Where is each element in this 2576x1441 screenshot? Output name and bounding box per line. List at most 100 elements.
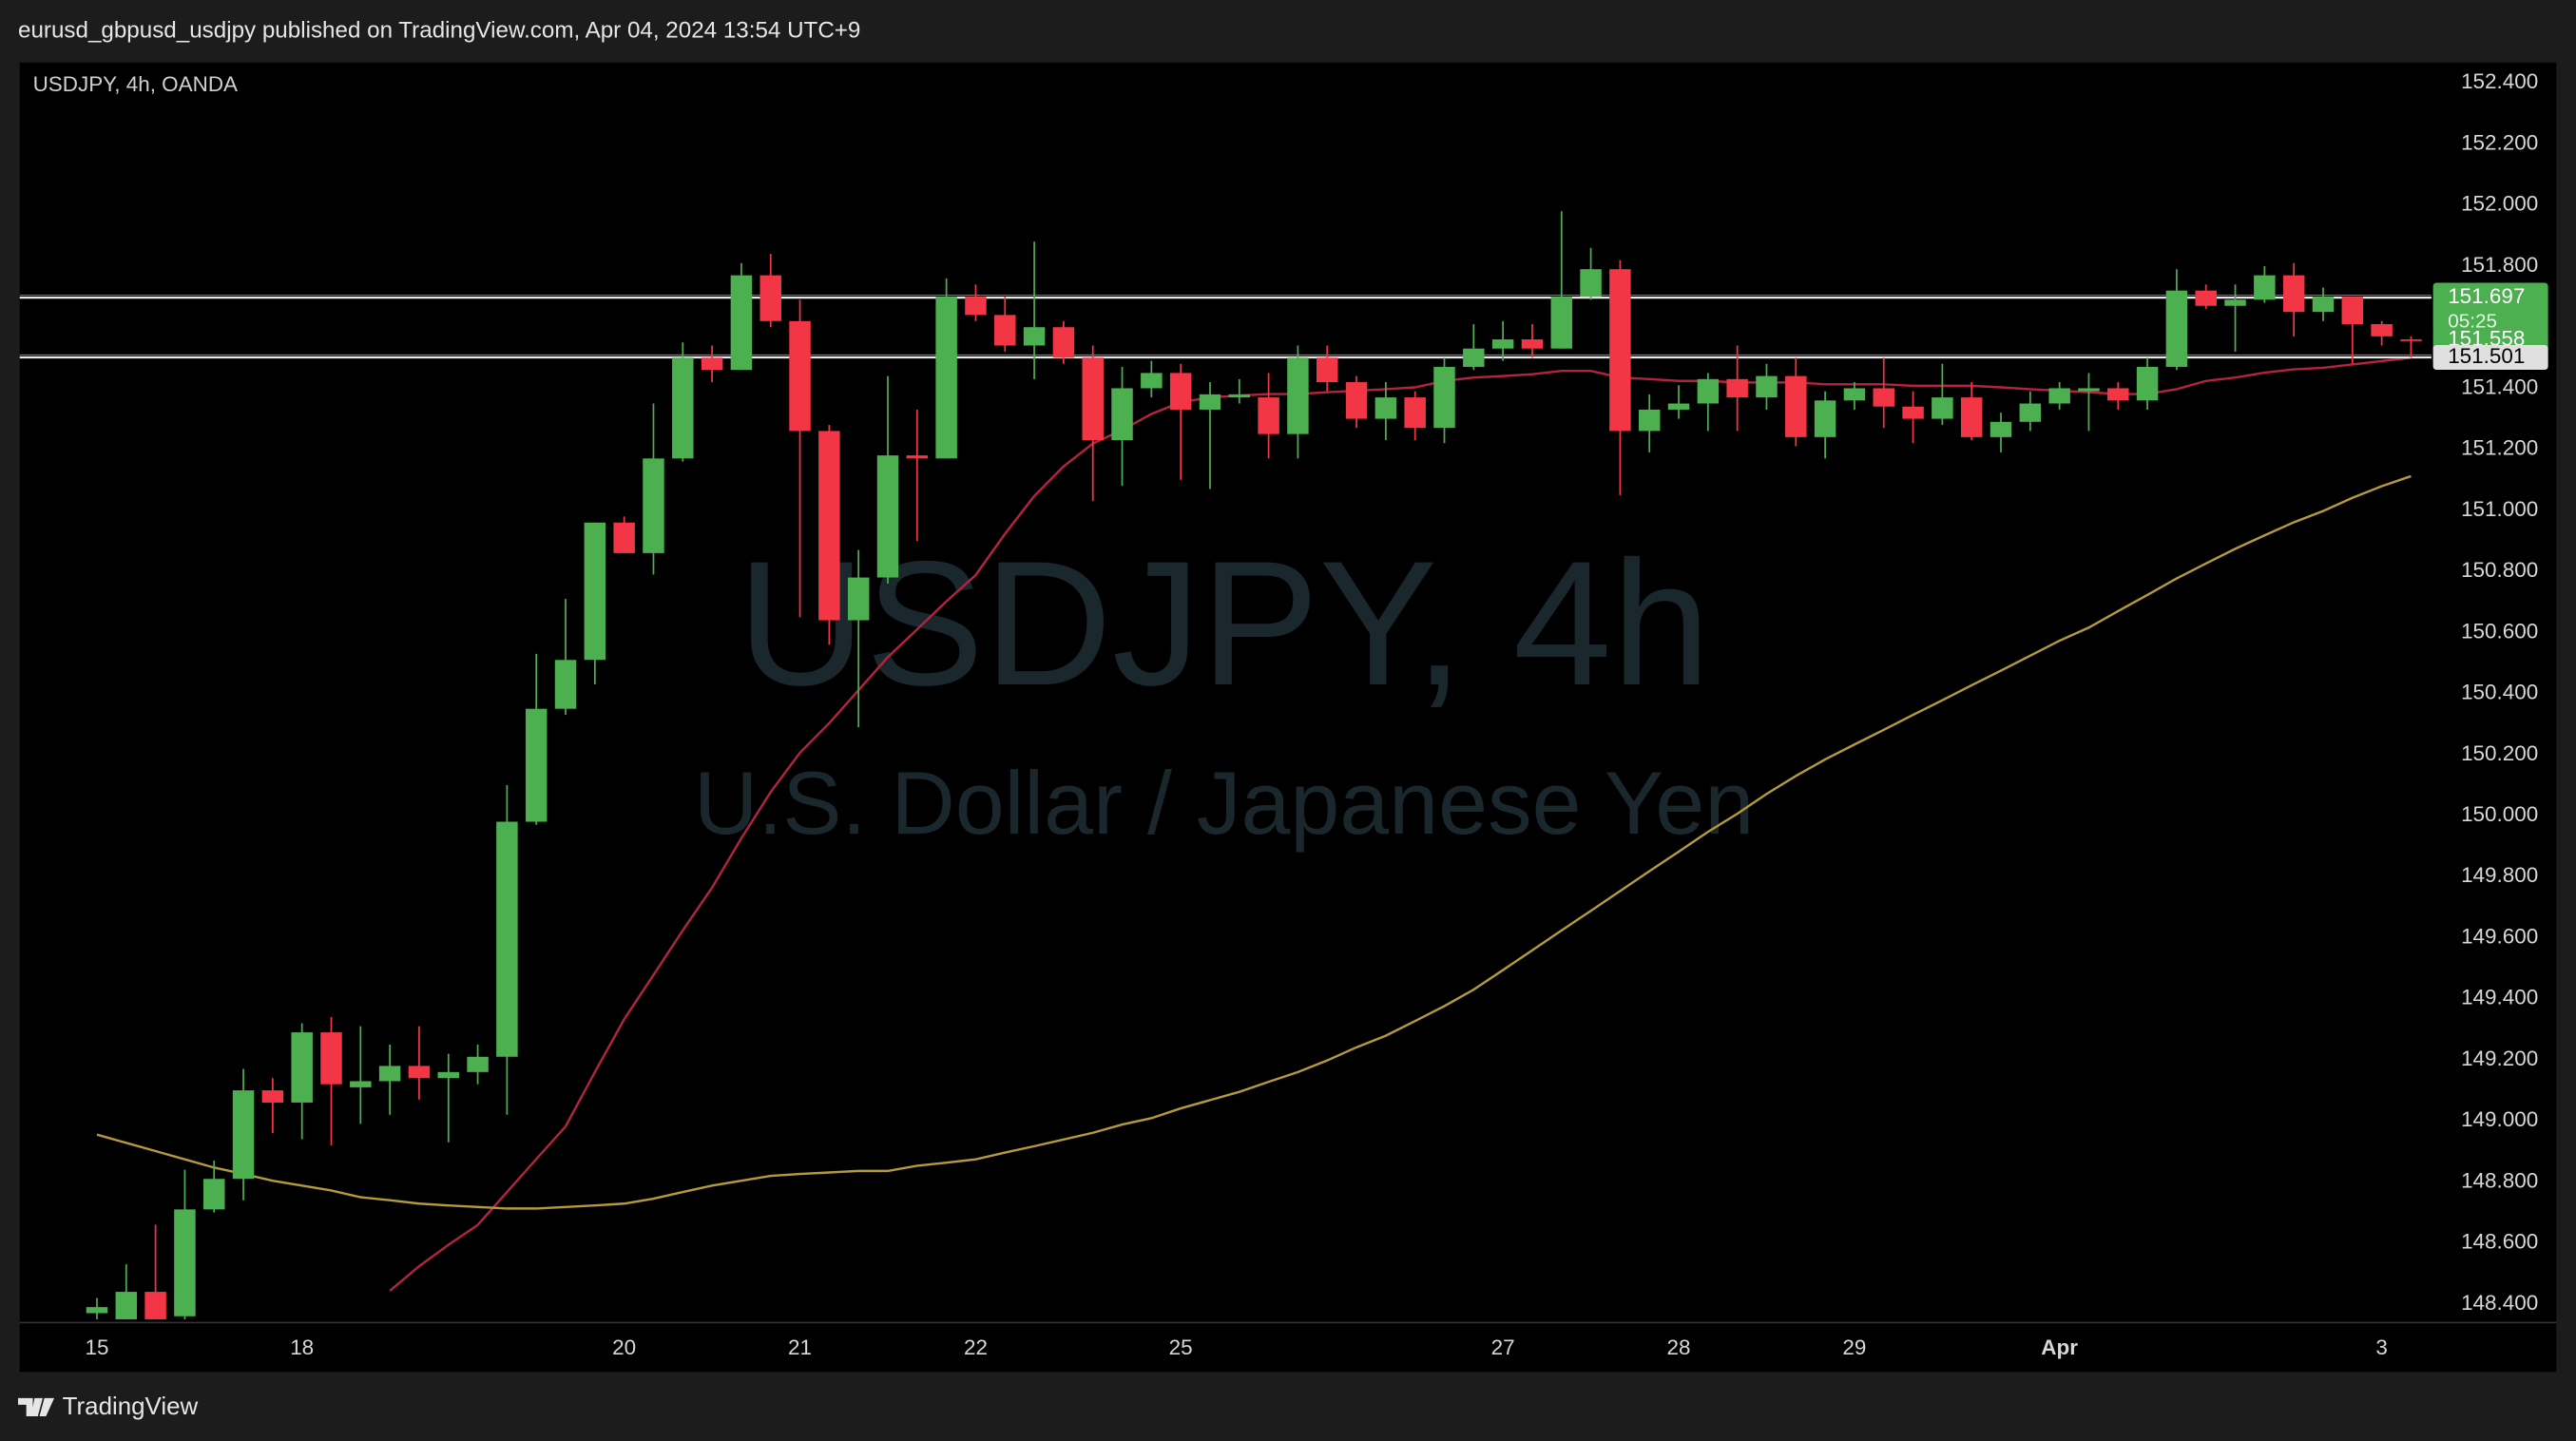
candle-body [1491, 339, 1514, 349]
candle-body [1228, 394, 1251, 398]
candle-body [2107, 388, 2129, 401]
candle-body [437, 1071, 459, 1079]
candle-body [1463, 348, 1485, 367]
chart-area [19, 62, 2557, 1373]
candle-body [232, 1090, 255, 1180]
candle-body [2254, 275, 2276, 300]
y-tick-label: 150.800 [2461, 558, 2538, 582]
candle-body [1960, 397, 1983, 437]
y-tick-label: 149.000 [2461, 1107, 2538, 1131]
candle-body [2282, 275, 2305, 313]
candle-body [2019, 403, 2042, 422]
y-tick-label: 148.600 [2461, 1230, 2538, 1254]
candle-body [2165, 290, 2188, 367]
candle-body [701, 357, 723, 371]
candle-body [643, 458, 664, 553]
footer: TradingView [63, 1393, 199, 1420]
candle-body [2136, 366, 2159, 401]
y-tick-label: 151.400 [2461, 375, 2538, 398]
candle-body [86, 1307, 108, 1314]
candle-body [144, 1292, 166, 1319]
y-tick-label: 150.000 [2461, 802, 2538, 826]
header: eurusd_gbpusd_usdjpy published on Tradin… [18, 17, 860, 43]
candle-body [350, 1081, 372, 1087]
candle-body [847, 577, 870, 621]
logo [18, 1397, 55, 1416]
y-tick-label: 151.000 [2461, 497, 2538, 521]
candle-body [935, 297, 957, 459]
candle-body [1873, 388, 1894, 407]
x-tick-label: Apr [2041, 1335, 2078, 1359]
candle-body [1550, 297, 1572, 349]
candle-body [1199, 394, 1221, 410]
candle-body [1345, 382, 1368, 419]
y-tick-label: 150.600 [2461, 619, 2538, 643]
candle-body [1785, 375, 1807, 437]
candle-body [584, 522, 606, 661]
candle-body [261, 1090, 284, 1103]
x-tick-label: 28 [1667, 1335, 1691, 1359]
candle-body [2371, 324, 2393, 336]
candle-body [467, 1056, 489, 1072]
candle-body [2224, 299, 2246, 306]
candle-body [1317, 357, 1338, 383]
candle-body [115, 1292, 138, 1319]
candle-body [818, 431, 840, 621]
candle-body [1141, 373, 1163, 389]
candle-body [2195, 290, 2217, 306]
candle-body [320, 1032, 342, 1085]
watermark-subtitle: U.S. Dollar / Japanese Yen [694, 754, 1754, 853]
candle-body [496, 821, 518, 1057]
x-tick-label: 20 [612, 1335, 636, 1359]
y-tick-label: 149.600 [2461, 924, 2538, 948]
x-tick-label: 18 [290, 1335, 314, 1359]
y-tick-label: 149.400 [2461, 986, 2538, 1009]
candle-body [291, 1032, 313, 1103]
y-tick-label: 150.200 [2461, 741, 2538, 765]
candle-body [2341, 297, 2364, 325]
candle-body [203, 1179, 225, 1210]
candle-body [789, 320, 811, 432]
candle-body [672, 357, 694, 459]
candle-body [174, 1209, 196, 1316]
candle-body [965, 297, 987, 316]
y-tick-label: 152.200 [2461, 130, 2538, 154]
watermark: USDJPY, 4h [738, 524, 1711, 722]
x-tick-label: 21 [788, 1335, 812, 1359]
y-tick-label: 150.400 [2461, 681, 2538, 704]
y-tick-label: 148.400 [2461, 1291, 2538, 1315]
candle-body [613, 522, 635, 553]
candle-body [1521, 339, 1544, 349]
candle-body [2400, 339, 2422, 341]
candle-body [1667, 403, 1690, 410]
candle-body [730, 275, 753, 371]
price-label: 151.501 [2448, 344, 2525, 368]
candle-body [525, 708, 548, 822]
candle-body [1258, 397, 1279, 434]
candle-body [1052, 327, 1075, 358]
x-tick-label: 29 [1842, 1335, 1866, 1359]
y-tick-label: 149.200 [2461, 1047, 2538, 1070]
y-tick-label: 152.400 [2461, 69, 2538, 93]
candle-body [2312, 297, 2335, 313]
y-tick-label: 151.800 [2461, 253, 2538, 277]
candle-body [1023, 327, 1046, 346]
candle-body [378, 1066, 401, 1082]
price-label-box [2432, 282, 2548, 333]
candle-body [1609, 269, 1631, 432]
y-tick-label: 152.000 [2461, 192, 2538, 216]
candle-body [1638, 409, 1661, 432]
x-tick-label: 22 [964, 1335, 988, 1359]
candle-body [1726, 378, 1748, 398]
x-tick-label: 3 [2375, 1335, 2387, 1359]
x-tick-label: 25 [1169, 1335, 1193, 1359]
candle-body [1082, 357, 1104, 441]
candle-body [876, 455, 899, 578]
y-tick-label: 148.800 [2461, 1168, 2538, 1192]
candle-body [994, 315, 1016, 346]
candle-body [1756, 375, 1778, 398]
y-tick-label: 149.800 [2461, 863, 2538, 887]
symbol: USDJPY, 4h, OANDA [33, 72, 238, 96]
candle-body [1814, 400, 1836, 437]
